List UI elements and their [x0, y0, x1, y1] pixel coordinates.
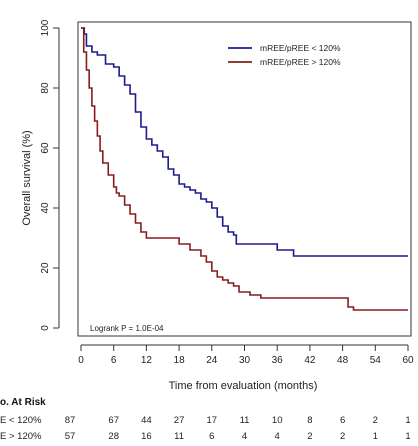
x-tick-label: 48	[337, 355, 349, 366]
risk-count: 2	[373, 415, 378, 426]
risk-count: 17	[207, 415, 218, 426]
risk-count: 4	[275, 431, 280, 442]
x-tick-label: 30	[239, 355, 251, 366]
risk-count: 28	[108, 431, 119, 442]
risk-count: 2	[307, 431, 312, 442]
legend-label-low: mREE/pREE < 120%	[260, 43, 341, 53]
risk-count: 1	[405, 431, 410, 442]
risk-count: 16	[141, 431, 152, 442]
risk-table: E < 120% 87 67 44 27 17 11 10 8 6 2 1E > 120% 57 28 16…	[0, 415, 411, 442]
series-line-high-ree	[81, 27, 408, 311]
risk-count: 57	[65, 431, 76, 442]
risk-table-title: o. At Risk	[0, 397, 46, 408]
risk-count: 1	[405, 415, 410, 426]
legend-label-high: mREE/pREE > 120%	[260, 57, 341, 67]
series-line-low-ree	[81, 27, 408, 257]
risk-count: 67	[108, 415, 119, 426]
risk-count: 27	[174, 415, 185, 426]
x-axis: 0 6 12 18 24 30 36 42 48 54 60	[78, 344, 414, 366]
x-tick-label: 60	[402, 355, 414, 366]
risk-count: 4	[242, 431, 247, 442]
x-tick-label: 24	[206, 355, 218, 366]
risk-row-label: E > 120%	[0, 431, 42, 442]
x-tick-label: 54	[370, 355, 382, 366]
risk-count: 10	[272, 415, 283, 426]
risk-count: 6	[209, 431, 214, 442]
risk-count: 11	[174, 431, 184, 442]
y-tick-label: 80	[40, 82, 51, 94]
risk-row-label: E < 120%	[0, 415, 42, 426]
legend: mREE/pREE < 120% mREE/pREE > 120%	[228, 43, 341, 67]
risk-count: 2	[340, 431, 345, 442]
risk-count: 6	[340, 415, 345, 426]
y-axis-title: Overall survival (%)	[21, 130, 33, 225]
x-tick-label: 42	[304, 355, 316, 366]
y-tick-label: 100	[40, 19, 51, 36]
y-axis: 0 20 40 60 80 100	[40, 19, 60, 331]
series-layer	[81, 27, 408, 311]
x-tick-label: 12	[141, 355, 153, 366]
y-tick-label: 40	[40, 202, 51, 214]
risk-count: 44	[141, 415, 152, 426]
risk-count: 1	[373, 431, 378, 442]
x-tick-label: 18	[174, 355, 186, 366]
plot-border	[77, 21, 412, 337]
x-tick-label: 0	[78, 355, 84, 366]
x-axis-title: Time from evaluation (months)	[169, 380, 318, 392]
x-tick-label: 6	[111, 355, 117, 366]
risk-count: 11	[240, 415, 250, 426]
y-tick-label: 0	[40, 325, 51, 331]
y-tick-label: 20	[40, 262, 51, 274]
risk-count: 87	[65, 415, 76, 426]
x-tick-label: 36	[272, 355, 284, 366]
y-tick-label: 60	[40, 142, 51, 154]
risk-count: 8	[307, 415, 312, 426]
plot-frame	[77, 21, 412, 337]
logrank-annotation: Logrank P = 1.0E-04	[90, 324, 164, 333]
